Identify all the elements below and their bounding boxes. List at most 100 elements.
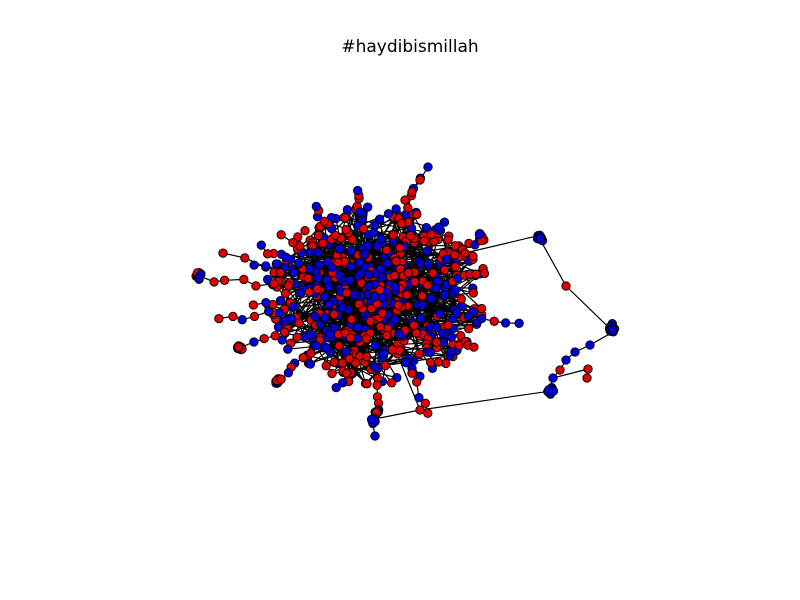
red-node <box>443 235 453 245</box>
blue-node <box>378 349 389 359</box>
red-node <box>428 268 438 278</box>
blue-node <box>370 292 380 302</box>
graph-edge <box>306 354 397 379</box>
red-node <box>275 268 285 278</box>
blue-node <box>346 261 356 272</box>
blue-node <box>320 312 330 322</box>
blue-node <box>514 318 524 328</box>
blue-node <box>338 378 348 388</box>
blue-node <box>391 204 401 214</box>
red-node <box>306 348 316 358</box>
blue-node <box>376 234 386 244</box>
red-node <box>433 357 444 367</box>
blue-node <box>283 344 293 354</box>
blue-node <box>416 258 426 269</box>
blue-node <box>370 220 380 230</box>
blue-node <box>337 302 347 313</box>
blue-node <box>355 207 365 217</box>
blue-node <box>414 392 424 403</box>
red-node <box>400 195 410 205</box>
red-node <box>431 337 442 348</box>
red-node <box>460 248 470 258</box>
red-node <box>439 265 450 275</box>
blue-node <box>366 414 377 425</box>
blue-node <box>585 340 595 350</box>
red-node <box>283 281 294 291</box>
blue-node <box>570 347 580 357</box>
blue-node <box>446 347 456 357</box>
red-node <box>329 357 339 368</box>
blue-node <box>390 282 401 292</box>
blue-node <box>431 283 441 293</box>
blue-node <box>271 259 281 269</box>
red-node <box>394 345 405 356</box>
red-node <box>276 374 286 384</box>
red-node <box>469 342 479 352</box>
red-node <box>389 270 400 281</box>
blue-node <box>237 315 247 325</box>
red-node <box>333 257 343 268</box>
red-node <box>582 373 592 383</box>
red-node <box>276 230 286 240</box>
red-node <box>407 368 417 378</box>
blue-node <box>342 205 353 215</box>
red-node <box>412 209 422 220</box>
blue-node <box>324 300 334 310</box>
blue-node <box>275 308 285 318</box>
red-node <box>555 365 565 375</box>
red-node <box>248 300 259 310</box>
red-node <box>468 288 479 298</box>
blue-node <box>422 246 432 256</box>
blue-node <box>394 329 405 339</box>
blue-node <box>311 201 321 212</box>
blue-node <box>273 322 284 332</box>
blue-node <box>331 382 341 393</box>
red-node <box>249 311 260 322</box>
red-node <box>219 275 230 285</box>
blue-node <box>477 313 487 324</box>
blue-node <box>548 373 558 383</box>
red-node <box>419 236 429 246</box>
blue-node <box>249 260 259 270</box>
red-node <box>450 250 460 260</box>
red-node <box>450 262 460 272</box>
red-node <box>372 380 382 390</box>
red-node <box>382 330 392 341</box>
red-node <box>262 249 273 259</box>
blue-node <box>401 358 411 368</box>
red-node <box>415 405 425 415</box>
red-node <box>270 331 280 341</box>
red-node <box>561 281 571 291</box>
red-node <box>233 342 244 352</box>
red-node <box>471 269 481 279</box>
blue-node <box>441 254 452 265</box>
blue-node <box>416 313 426 324</box>
red-node <box>362 379 372 389</box>
blue-node <box>548 386 559 396</box>
red-node <box>396 218 407 229</box>
red-node <box>377 308 388 318</box>
blue-node <box>305 264 315 274</box>
red-node <box>476 303 487 314</box>
red-node <box>489 316 499 326</box>
red-node <box>239 274 249 285</box>
red-node <box>327 368 337 379</box>
blue-node <box>370 341 380 351</box>
blue-node <box>370 362 380 372</box>
red-node <box>318 238 328 248</box>
red-node <box>342 288 352 298</box>
blue-node <box>305 247 315 258</box>
blue-node <box>310 311 320 322</box>
red-node <box>423 408 433 418</box>
graph-edge <box>565 285 614 333</box>
red-node <box>426 229 437 240</box>
red-node <box>214 313 224 324</box>
blue-node <box>500 318 511 328</box>
blue-node <box>439 217 450 227</box>
red-node <box>409 320 419 330</box>
blue-node <box>423 259 434 269</box>
blue-node <box>372 241 382 251</box>
red-node <box>388 230 399 240</box>
red-node <box>342 368 352 378</box>
red-node <box>403 203 413 213</box>
